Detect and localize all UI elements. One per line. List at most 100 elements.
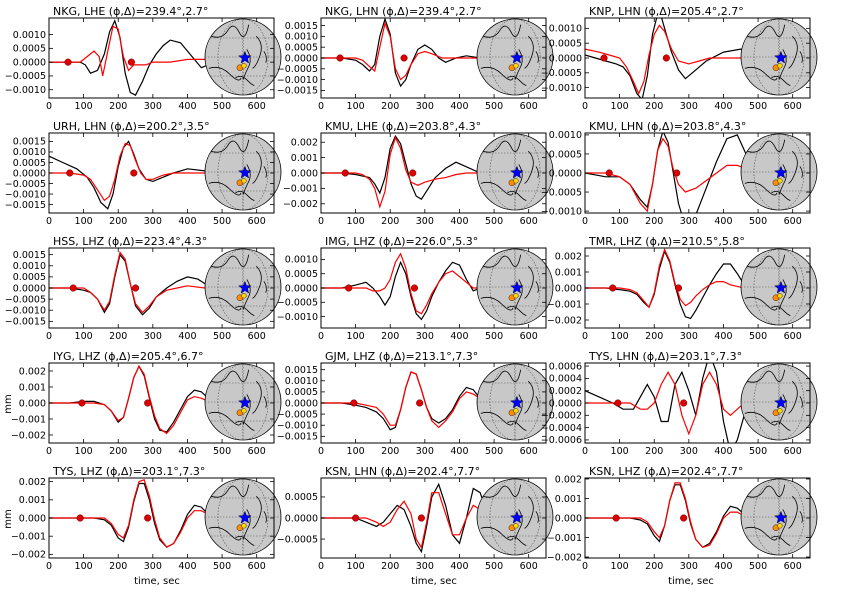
coastline: [788, 150, 798, 184]
panel-title: IYG, LHZ (ϕ,Δ)=205.4°,6.7°: [53, 350, 203, 363]
x-axis-label: time, sec: [134, 576, 180, 587]
x-tick-label: 400: [714, 216, 732, 227]
station-marker: [777, 63, 783, 69]
y-tick-label: −0.002: [11, 430, 46, 441]
x-tick-label: 500: [213, 101, 231, 112]
x-tick-label: 400: [714, 101, 732, 112]
y-tick-label: 0.0000: [285, 398, 318, 409]
x-tick-label: 600: [784, 216, 802, 227]
panel-title: KNP, LHN (ϕ,Δ)=205.4°,2.7°: [589, 5, 744, 18]
coastline: [799, 166, 803, 178]
x-tick-label: 100: [347, 101, 365, 112]
y-tick-label: 0.001: [19, 495, 46, 506]
y-tick-label: 0.002: [555, 251, 582, 262]
station-marker: [241, 523, 247, 529]
y-tick-label: 0.0010: [549, 24, 582, 35]
y-tick-label: 0.001: [291, 153, 318, 164]
x-tick-label: 300: [680, 101, 698, 112]
station-marker: [777, 408, 783, 414]
coastline: [524, 150, 534, 184]
y-tick-label: −0.001: [11, 531, 46, 542]
arrival-marker: [130, 169, 138, 177]
y-tick-label: 0.0015: [285, 21, 318, 32]
y-tick-label: −0.0010: [5, 189, 46, 200]
arrival-marker: [144, 514, 152, 522]
coastline: [788, 495, 798, 529]
coastline: [744, 411, 778, 426]
coastline: [746, 369, 786, 383]
coastline: [507, 535, 527, 546]
event-star: [238, 395, 252, 409]
x-tick-label: 400: [178, 446, 196, 457]
x-tick-label: 600: [520, 216, 538, 227]
x-tick-label: 100: [75, 331, 93, 342]
panel-title: KMU, LHN (ϕ,Δ)=203.8°,4.3°: [589, 120, 746, 133]
arrival-marker: [416, 399, 424, 407]
y-tick-label: 0.0005: [285, 269, 318, 280]
station-marker: [513, 408, 519, 414]
coastline: [771, 305, 791, 316]
coastline: [252, 35, 262, 69]
y-tick-label: 0.000: [19, 513, 46, 524]
y-tick-label: 0.0005: [285, 42, 318, 53]
panel-grid: NKG, LHE (ϕ,Δ)=239.4°,2.7° 0 100 200 300 400 5…: [5, 5, 818, 572]
coastline: [263, 511, 267, 523]
coastline: [263, 281, 267, 293]
coastline: [480, 181, 514, 196]
x-tick-label: 200: [381, 216, 399, 227]
x-tick-label: 400: [714, 561, 732, 572]
y-tick-label: 0.0005: [549, 149, 582, 160]
y-tick-label: −0.0005: [277, 298, 318, 309]
arrival-marker: [612, 514, 620, 522]
coastline: [744, 181, 778, 196]
chart-panel: KSN, LHZ (ϕ,Δ)=202.4°,7.7° 0 100 200 300 400 5…: [547, 465, 818, 572]
chart-panel: KNP, LHN (ϕ,Δ)=205.4°,2.7° 0 100 200 300 400 5…: [541, 5, 818, 112]
coastline: [242, 164, 251, 195]
station-marker: [241, 63, 247, 69]
x-tick-label: 100: [347, 446, 365, 457]
y-tick-label: −0.001: [283, 184, 318, 195]
panel-title: URH, LHN (ϕ,Δ)=200.2°,3.5°: [53, 120, 210, 133]
x-tick-label: 300: [416, 101, 434, 112]
coastline: [799, 281, 803, 293]
y-tick-label: 0.0015: [13, 137, 46, 148]
coastline: [263, 396, 267, 408]
x-tick-label: 300: [416, 216, 434, 227]
arrival-marker: [69, 284, 77, 292]
x-tick-label: 600: [520, 331, 538, 342]
coastline: [507, 190, 527, 201]
event-star: [774, 280, 788, 294]
event-star: [238, 50, 252, 64]
coastline: [252, 495, 262, 529]
y-tick-label: 0.000: [291, 168, 318, 179]
coastline: [480, 296, 514, 311]
panel-title: TMR, LHZ (ϕ,Δ)=210.5°,5.8°: [588, 235, 745, 248]
x-tick-label: 400: [178, 216, 196, 227]
coastline: [242, 394, 251, 425]
y-tick-label: −0.0006: [541, 435, 582, 446]
coastline: [771, 420, 791, 431]
y-tick-label: 0.0000: [549, 398, 582, 409]
arrival-marker: [609, 284, 617, 292]
synthetic-trace: [49, 142, 274, 202]
arrival-marker: [673, 169, 681, 177]
map-graticule: [741, 249, 817, 325]
y-tick-label: 0.002: [19, 366, 46, 377]
coastline: [208, 181, 242, 196]
x-tick-label: 500: [485, 446, 503, 457]
coastline: [778, 279, 787, 310]
map-graticule: [741, 479, 817, 555]
x-tick-label: 500: [749, 216, 767, 227]
y-tick-label: 0.002: [291, 138, 318, 149]
panel-title: IMG, LHZ (ϕ,Δ)=226.0°,5.3°: [325, 235, 478, 248]
event-star: [774, 50, 788, 64]
y-tick-label: 0.0010: [285, 32, 318, 43]
x-tick-label: 400: [178, 561, 196, 572]
chart-panel: KMU, LHN (ϕ,Δ)=203.8°,4.3° 0 100 200 300 400 5…: [541, 120, 818, 227]
coastline: [535, 51, 539, 63]
coastline: [263, 166, 267, 178]
y-tick-label: −0.0010: [277, 312, 318, 323]
x-tick-label: 0: [582, 561, 588, 572]
coastline: [252, 380, 262, 414]
y-tick-label: 0.0010: [285, 255, 318, 266]
